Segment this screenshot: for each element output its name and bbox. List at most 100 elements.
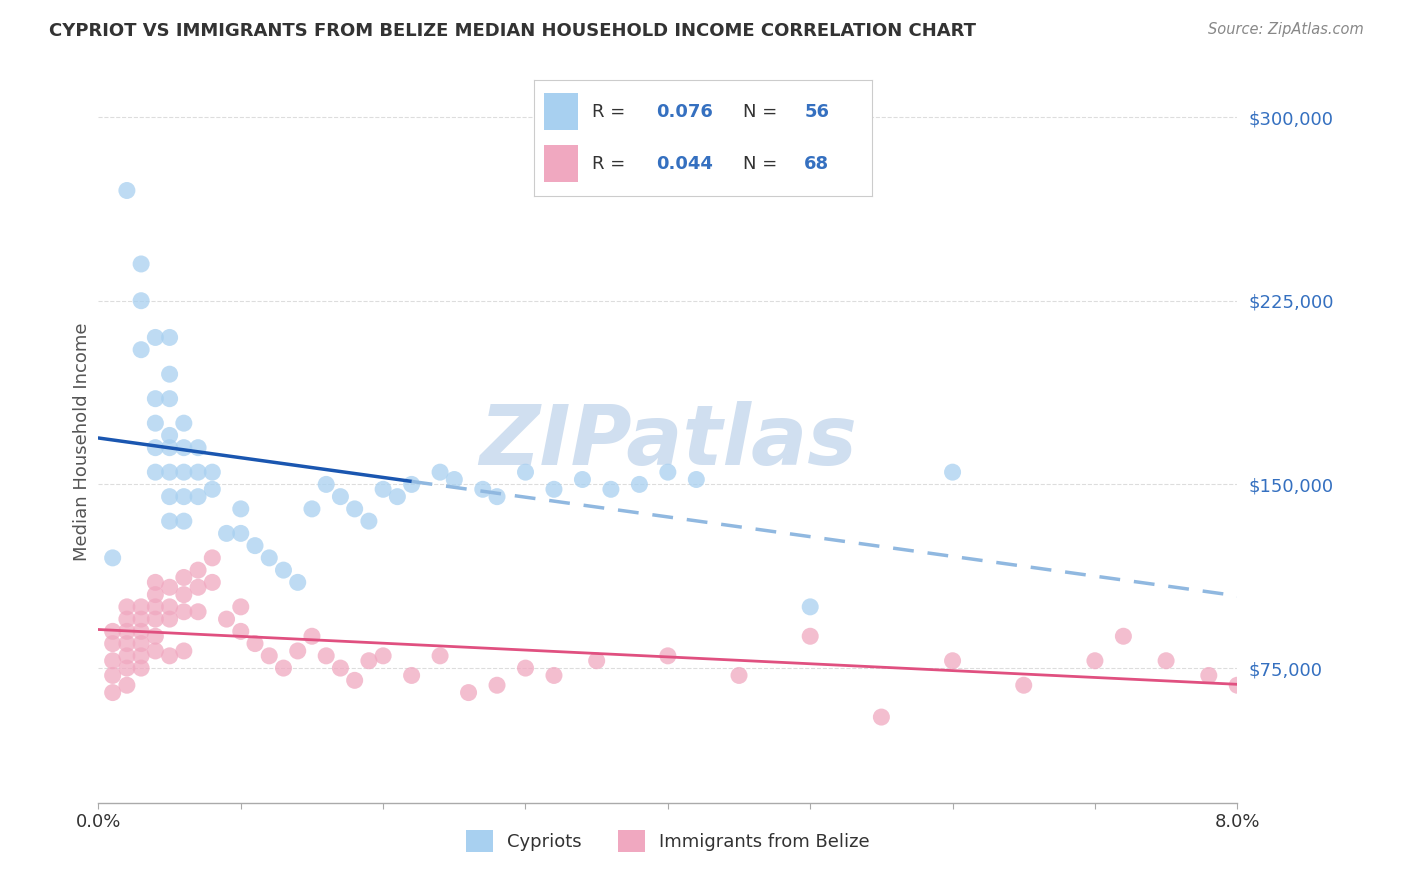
- Point: [129, 257, 152, 271]
- Point: [799, 599, 821, 614]
- Point: [145, 465, 167, 479]
- Point: [329, 661, 352, 675]
- Point: [115, 678, 138, 692]
- Text: R =: R =: [592, 155, 631, 173]
- Point: [129, 637, 152, 651]
- Point: [343, 673, 366, 688]
- Point: [159, 612, 181, 626]
- Point: [259, 550, 281, 565]
- Point: [215, 526, 238, 541]
- Point: [115, 612, 138, 626]
- Point: [229, 599, 252, 614]
- Point: [571, 473, 593, 487]
- Point: [115, 599, 138, 614]
- Point: [273, 661, 295, 675]
- Point: [799, 629, 821, 643]
- Point: [159, 599, 181, 614]
- Point: [870, 710, 893, 724]
- Point: [101, 637, 124, 651]
- Point: [173, 588, 195, 602]
- Point: [145, 612, 167, 626]
- Point: [187, 465, 209, 479]
- Point: [173, 465, 195, 479]
- Point: [287, 644, 309, 658]
- Point: [515, 661, 537, 675]
- Point: [343, 502, 366, 516]
- Point: [315, 648, 337, 663]
- Point: [685, 473, 707, 487]
- Point: [159, 392, 181, 406]
- Text: CYPRIOT VS IMMIGRANTS FROM BELIZE MEDIAN HOUSEHOLD INCOME CORRELATION CHART: CYPRIOT VS IMMIGRANTS FROM BELIZE MEDIAN…: [49, 22, 976, 40]
- Point: [145, 588, 167, 602]
- Point: [129, 612, 152, 626]
- Point: [229, 526, 252, 541]
- Point: [129, 599, 152, 614]
- Point: [129, 293, 152, 308]
- Point: [101, 668, 124, 682]
- Point: [657, 465, 679, 479]
- Point: [371, 483, 394, 497]
- Point: [371, 648, 394, 663]
- Point: [1112, 629, 1135, 643]
- Point: [600, 483, 623, 497]
- Point: [129, 343, 152, 357]
- Point: [301, 629, 323, 643]
- Point: [187, 605, 209, 619]
- Point: [457, 685, 479, 699]
- Legend: Cypriots, Immigrants from Belize: Cypriots, Immigrants from Belize: [458, 822, 877, 859]
- Text: 56: 56: [804, 103, 830, 120]
- Point: [173, 514, 195, 528]
- Point: [145, 644, 167, 658]
- Point: [173, 644, 195, 658]
- Point: [173, 441, 195, 455]
- Point: [401, 668, 423, 682]
- Point: [657, 648, 679, 663]
- Point: [728, 668, 751, 682]
- Point: [159, 514, 181, 528]
- Point: [243, 539, 266, 553]
- Text: Source: ZipAtlas.com: Source: ZipAtlas.com: [1208, 22, 1364, 37]
- Point: [145, 575, 167, 590]
- Point: [942, 654, 965, 668]
- FancyBboxPatch shape: [544, 145, 578, 182]
- Point: [1198, 668, 1220, 682]
- Point: [145, 441, 167, 455]
- Point: [145, 416, 167, 430]
- Point: [173, 570, 195, 584]
- Point: [287, 575, 309, 590]
- Point: [129, 624, 152, 639]
- Point: [201, 465, 224, 479]
- Point: [101, 685, 124, 699]
- Point: [159, 367, 181, 381]
- Point: [187, 580, 209, 594]
- Point: [187, 490, 209, 504]
- Text: 0.044: 0.044: [655, 155, 713, 173]
- Point: [187, 441, 209, 455]
- Point: [301, 502, 323, 516]
- Point: [115, 648, 138, 663]
- Point: [145, 330, 167, 344]
- Point: [543, 668, 565, 682]
- Point: [129, 661, 152, 675]
- Point: [515, 465, 537, 479]
- Point: [173, 416, 195, 430]
- Point: [486, 678, 509, 692]
- Point: [357, 514, 380, 528]
- Point: [329, 490, 352, 504]
- Point: [115, 637, 138, 651]
- Point: [443, 473, 465, 487]
- Text: N =: N =: [744, 155, 783, 173]
- Point: [159, 441, 181, 455]
- Point: [387, 490, 409, 504]
- Point: [101, 624, 124, 639]
- Point: [628, 477, 651, 491]
- Point: [401, 477, 423, 491]
- Point: [942, 465, 965, 479]
- Point: [1012, 678, 1035, 692]
- FancyBboxPatch shape: [544, 93, 578, 130]
- Point: [201, 575, 224, 590]
- Point: [1084, 654, 1107, 668]
- Point: [215, 612, 238, 626]
- Point: [115, 661, 138, 675]
- Point: [486, 490, 509, 504]
